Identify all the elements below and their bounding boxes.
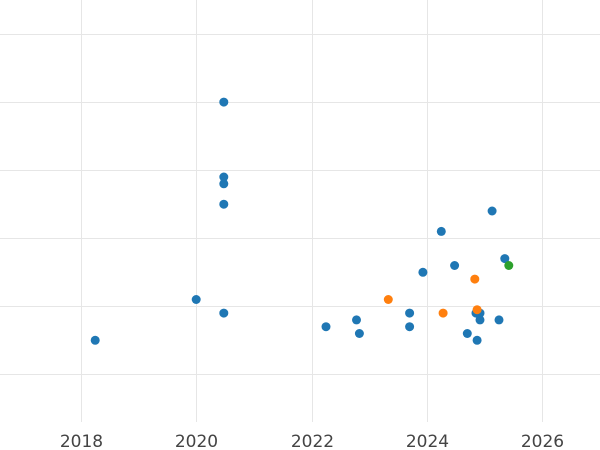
data-point-s1-0 [383,295,393,304]
x-tick-label-4: 2026 [521,432,564,450]
data-point-s0-20 [487,206,497,216]
data-point-s0-5 [219,172,229,182]
x-tick-label-0: 2018 [60,432,103,450]
x-tick-labels: 2018 2020 2022 2024 2026 [60,432,564,450]
data-point-s0-11 [405,322,415,332]
data-point-s1-2 [470,274,480,284]
data-point-s0-0 [90,335,100,345]
data-point-s0-15 [462,329,472,338]
data-point-s0-19 [475,315,485,325]
data-point-s0-12 [418,267,428,277]
x-tick-label-1: 2020 [175,432,218,450]
data-point-s1-1 [438,308,448,318]
y-gridlines [0,34,600,375]
data-point-s0-6 [219,97,229,107]
data-point-s0-9 [354,329,364,338]
data-point-s0-22 [500,254,510,264]
data-points [90,97,514,345]
x-tick-label-3: 2024 [406,432,449,450]
data-point-s0-13 [436,226,446,236]
data-point-s0-10 [405,308,415,318]
data-point-s2-0 [504,261,514,270]
data-point-s0-3 [219,199,229,209]
x-gridlines [81,0,543,422]
data-point-s0-4 [219,179,229,189]
data-point-s0-2 [219,308,229,318]
data-point-s0-17 [472,335,482,345]
x-tick-label-2: 2022 [291,432,334,450]
data-point-s0-14 [450,261,460,270]
data-point-s0-7 [321,322,331,332]
data-point-s1-3 [472,305,482,315]
data-point-s0-1 [191,295,201,304]
data-point-s0-21 [494,315,504,325]
data-point-s0-8 [352,315,361,325]
